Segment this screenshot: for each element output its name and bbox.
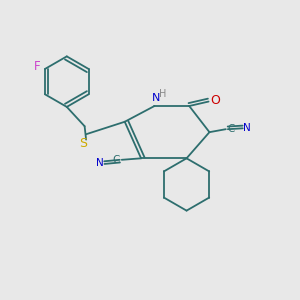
Text: H: H — [159, 88, 166, 98]
Text: N: N — [97, 158, 104, 168]
Text: S: S — [79, 137, 87, 150]
Text: N: N — [243, 123, 251, 133]
Text: F: F — [34, 60, 41, 73]
Text: N: N — [152, 93, 160, 103]
Text: C: C — [227, 124, 235, 134]
Text: C: C — [113, 155, 120, 165]
Text: O: O — [210, 94, 220, 107]
